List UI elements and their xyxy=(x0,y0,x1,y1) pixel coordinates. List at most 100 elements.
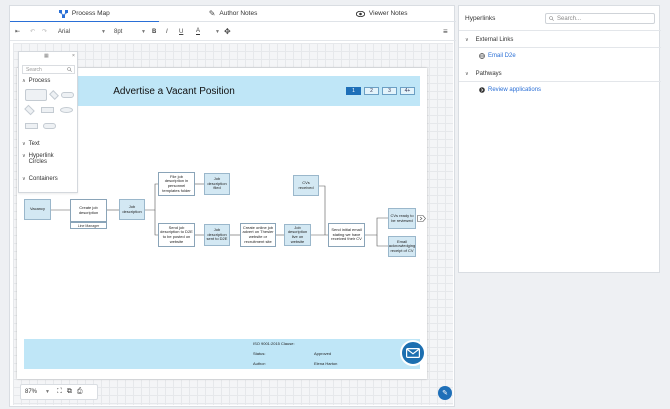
node-vacancy[interactable]: Vacancy xyxy=(24,199,51,220)
shape-rounded[interactable] xyxy=(43,123,56,129)
print-icon[interactable]: ⎙ xyxy=(76,388,83,395)
shape-diamond[interactable] xyxy=(24,104,35,116)
palette-section-hyperlink-circles[interactable]: ∨ Hyperlink Circles xyxy=(22,153,62,165)
tab-bar: Process Map ✎ Author Notes Viewer Notes xyxy=(10,6,456,22)
link-review-applications[interactable]: Review applications xyxy=(479,87,541,93)
shape-process[interactable] xyxy=(25,89,47,101)
chevron-down-icon[interactable]: ▼ xyxy=(45,389,50,395)
node-email-acknowledging[interactable]: Email acknowledging receipt of CV xyxy=(388,236,416,257)
menu-icon[interactable]: ≡ xyxy=(443,27,448,36)
node-cvs-received[interactable]: CVs received xyxy=(293,175,319,196)
status-value: Approved xyxy=(314,351,332,356)
fit-screen-icon[interactable]: ⛶ xyxy=(56,388,62,395)
search-icon xyxy=(67,67,72,72)
diagram-footer: ISO 9001:2015 Clause: Status: Approved A… xyxy=(24,339,420,369)
close-icon[interactable]: × xyxy=(72,53,75,59)
node-create-online-advert[interactable]: Create online job advert on Thesier webs… xyxy=(240,223,276,247)
chevron-down-icon: ▼ xyxy=(141,28,146,35)
chevron-down-icon: ∨ xyxy=(22,176,26,182)
shape-document[interactable] xyxy=(41,107,54,113)
tab-viewer-notes[interactable]: Viewer Notes xyxy=(307,6,456,21)
font-size-value: 8pt xyxy=(114,28,123,35)
hyperlinks-search-input[interactable]: Search... xyxy=(545,13,655,24)
envelope-icon xyxy=(406,348,420,358)
undo-icon[interactable]: ↶ xyxy=(30,29,36,35)
italic-icon[interactable]: I xyxy=(166,28,168,35)
bold-icon[interactable]: B xyxy=(152,28,157,35)
shape-ellipse[interactable] xyxy=(60,107,73,113)
tab-process-map[interactable]: Process Map xyxy=(10,6,159,22)
node-send-initial-email[interactable]: Send initial email stating we have recei… xyxy=(328,223,365,247)
redo-icon[interactable]: ↷ xyxy=(42,29,48,35)
notes-button[interactable]: ✎ xyxy=(438,386,452,400)
chevron-down-icon: ▼ xyxy=(101,28,106,35)
email-button[interactable] xyxy=(400,340,426,366)
section-external-links[interactable]: ∨ External Links xyxy=(459,32,661,48)
move-icon[interactable]: ✥ xyxy=(224,27,231,36)
palette-section-process[interactable]: ∧ Process xyxy=(22,78,50,84)
palette-section-containers[interactable]: ∨ Containers xyxy=(22,176,58,182)
search-icon xyxy=(549,16,554,21)
node-job-description-live[interactable]: Job description live on website xyxy=(284,224,311,246)
palette-section-label: Process xyxy=(28,78,51,84)
page-button-more[interactable]: 4+ xyxy=(400,87,415,95)
note-edit-icon: ✎ xyxy=(442,390,448,397)
page-button-1[interactable]: 1 xyxy=(346,87,361,95)
link-label: Review applications xyxy=(488,87,542,93)
page-button-3[interactable]: 3 xyxy=(382,87,397,95)
palette-section-label: Hyperlink Circles xyxy=(28,153,54,165)
shape-data[interactable] xyxy=(25,123,38,129)
underline-icon[interactable]: U xyxy=(179,28,184,35)
node-file-job-description[interactable]: File job description in personnel templa… xyxy=(158,172,195,196)
status-label: Status: xyxy=(253,351,266,356)
node-job-description[interactable]: Job description xyxy=(119,199,145,220)
section-pathways[interactable]: ∨ Pathways xyxy=(459,66,661,82)
copy-icon[interactable]: ⧉ xyxy=(66,388,72,395)
shape-decision[interactable] xyxy=(49,90,59,100)
tab-author-notes[interactable]: ✎ Author Notes xyxy=(159,6,308,21)
tab-label: Viewer Notes xyxy=(368,10,408,17)
node-cvs-ready[interactable]: CVs ready to be reviewed xyxy=(388,208,416,229)
link-label: Email D2e xyxy=(488,53,516,59)
globe-icon xyxy=(479,53,485,59)
diagram-title: Advertise a Vacant Position xyxy=(113,85,235,97)
hyperlinks-header: Hyperlinks Search... xyxy=(459,6,661,31)
chevron-down-icon: ∨ xyxy=(22,153,26,159)
zoom-controls: 87% ▼ ⛶ ⧉ ⎙ xyxy=(20,384,98,400)
diagram-header: Advertise a Vacant Position 1 2 3 4+ xyxy=(24,76,420,106)
zoom-value[interactable]: 87% xyxy=(25,389,38,395)
author-label: Author: xyxy=(253,361,266,366)
pathway-link-icon[interactable] xyxy=(417,215,426,222)
chevron-down-icon[interactable]: ▼ xyxy=(215,28,220,35)
link-email-d2e[interactable]: Email D2e xyxy=(479,53,516,59)
shape-terminator[interactable] xyxy=(61,92,74,98)
connector-lines xyxy=(51,183,388,247)
process-editor: Process Map ✎ Author Notes Viewer Notes … xyxy=(9,5,456,407)
author-value: Elena Harton xyxy=(314,361,338,366)
arrow-circle-icon xyxy=(479,87,485,93)
font-family-select[interactable]: Arial ▼ xyxy=(58,29,106,35)
format-toolbar: ⇤ ↶ ↷ Arial ▼ 8pt ▼ B I U A ▼ ✥ ≡ xyxy=(10,23,456,41)
node-job-description-sent[interactable]: Job description sent to D2E xyxy=(204,224,230,246)
diagram-canvas[interactable]: Advertise a Vacant Position 1 2 3 4+ xyxy=(13,43,453,405)
chevron-down-icon: ∨ xyxy=(465,70,469,77)
node-create-job-description[interactable]: Create job description xyxy=(70,199,107,222)
font-family-value: Arial xyxy=(58,28,71,35)
font-color-icon[interactable]: A xyxy=(196,28,201,35)
palette-search-input[interactable]: Search xyxy=(22,65,75,74)
shape-palette: ▦ × Search ∧ Process ∨ Text ∨ xyxy=(18,51,78,193)
chevron-down-icon: ∨ xyxy=(465,36,469,43)
tab-label: Author Notes xyxy=(219,10,258,17)
panel-title: Hyperlinks xyxy=(465,15,496,22)
page-button-2[interactable]: 2 xyxy=(364,87,379,95)
chevron-up-icon: ∧ xyxy=(22,78,26,84)
collapse-panel-icon[interactable]: ⇤ xyxy=(15,29,21,35)
node-job-description-filed[interactable]: Job description filed xyxy=(204,173,230,195)
diagram-page: Advertise a Vacant Position 1 2 3 4+ xyxy=(17,68,427,379)
node-send-to-d2e[interactable]: Send job description to D2E to be posted… xyxy=(158,223,195,247)
drag-handle-icon[interactable]: ▦ xyxy=(44,53,49,59)
font-size-select[interactable]: 8pt ▼ xyxy=(114,29,146,35)
hyperlinks-panel: Hyperlinks Search... ∨ External Links Em… xyxy=(458,5,661,273)
palette-section-label: Containers xyxy=(28,176,58,182)
palette-section-text[interactable]: ∨ Text xyxy=(22,141,40,147)
